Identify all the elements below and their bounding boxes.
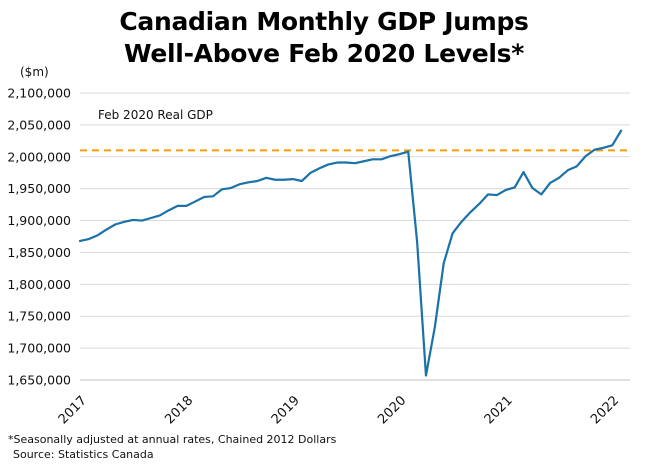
gridlines	[80, 92, 630, 381]
y-tick-label: 1,900,000	[7, 213, 71, 228]
gdp-series	[78, 129, 623, 377]
x-tick-label: 2017	[56, 393, 90, 427]
gdp-line	[78, 129, 623, 377]
reference-line-label: Feb 2020 Real GDP	[98, 108, 213, 122]
y-tick-label: 1,950,000	[7, 181, 71, 196]
x-tick-label: 2021	[482, 393, 516, 427]
y-tick-label: 1,650,000	[7, 373, 71, 388]
x-tick-label: 2018	[162, 393, 196, 427]
source-note: Source: Statistics Canada	[13, 448, 154, 461]
chart-title-line1: Canadian Monthly GDP Jumps	[119, 7, 529, 36]
x-tick-label: 2019	[269, 393, 303, 427]
chart-title-line2: Well-Above Feb 2020 Levels*	[124, 39, 524, 68]
y-tick-label: 2,000,000	[7, 149, 71, 164]
y-axis-tick-labels: 1,650,000 1,700,000 1,750,000 1,800,000 1,85…	[7, 86, 71, 388]
y-tick-label: 1,700,000	[7, 341, 71, 356]
y-tick-label: 2,050,000	[7, 117, 71, 132]
x-axis-tick-labels: 2017 2018 2019 2020 2021 2022	[56, 393, 622, 427]
x-tick-label: 2022	[588, 393, 622, 427]
x-tick-label: 2020	[375, 393, 409, 427]
y-tick-label: 1,850,000	[7, 245, 71, 260]
y-tick-label: 1,750,000	[7, 309, 71, 324]
y-axis-unit-label: ($m)	[20, 65, 49, 79]
footnote: *Seasonally adjusted at annual rates, Ch…	[8, 433, 337, 446]
chart-title: Canadian Monthly GDP Jumps Well-Above Fe…	[0, 6, 648, 70]
y-tick-label: 1,800,000	[7, 277, 71, 292]
y-tick-label: 2,100,000	[7, 86, 71, 101]
